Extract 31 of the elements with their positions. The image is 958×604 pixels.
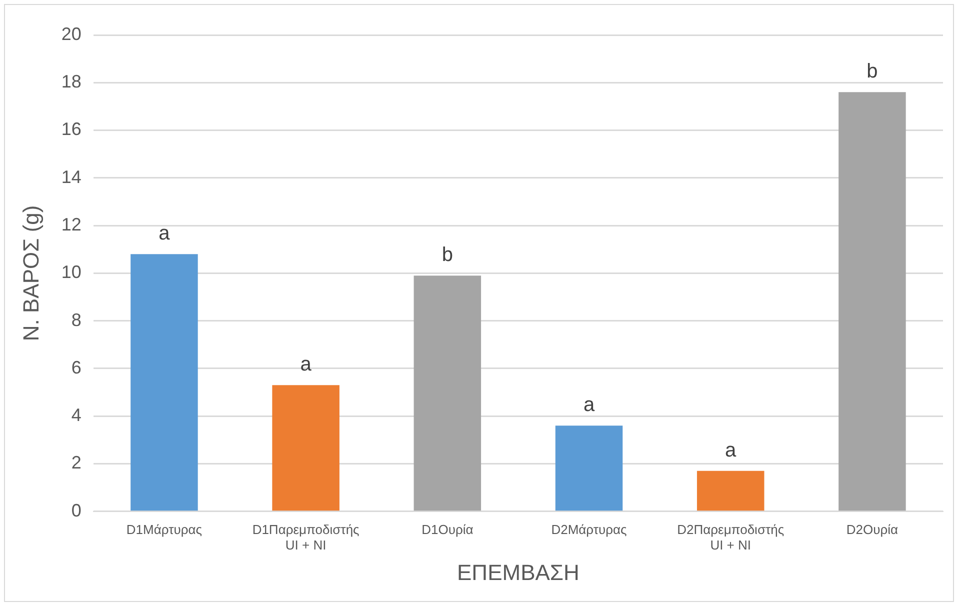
annotation: b: [866, 60, 878, 83]
y-axis-title: Ν. ΒΑΡΟΣ (g): [18, 205, 44, 342]
y-tick-label: 16: [61, 119, 82, 140]
bar: [272, 385, 340, 511]
annotation: a: [725, 439, 738, 462]
bar: [555, 426, 623, 511]
y-tick-label: 0: [71, 500, 82, 520]
annotation: b: [442, 244, 453, 266]
bar: [696, 470, 764, 511]
y-tick-label: 8: [71, 310, 82, 330]
bar: [130, 254, 198, 511]
x-tick-label: D2Ουρία: [846, 522, 899, 537]
bar: [838, 92, 906, 511]
annotation: a: [300, 354, 312, 376]
y-tick-label: 2: [71, 452, 82, 473]
y-tick-label: 10: [61, 262, 82, 282]
x-axis-title: ΕΠΕΜΒΑΣΗ: [457, 560, 580, 585]
y-tick-label: 6: [71, 357, 82, 378]
x-tick-label: D1Ουρία: [422, 522, 474, 537]
y-tick-label: 14: [61, 166, 82, 187]
x-tick-label: D2Μάρτυρας: [551, 522, 627, 537]
x-tick-label: D1Παρεμποδιστής UI + NI: [252, 522, 360, 552]
bar: [414, 276, 482, 511]
annotation: a: [158, 222, 171, 245]
y-tick-label: 12: [61, 214, 82, 235]
y-tick-label: 18: [61, 72, 82, 92]
y-tick-label: 20: [61, 24, 82, 44]
annotation: a: [583, 394, 596, 416]
x-tick-label: D2Παρεμποδιστής UI + NI: [677, 522, 784, 552]
y-tick-label: 4: [71, 405, 82, 426]
x-tick-label: D1Μάρτυρας: [126, 522, 202, 537]
